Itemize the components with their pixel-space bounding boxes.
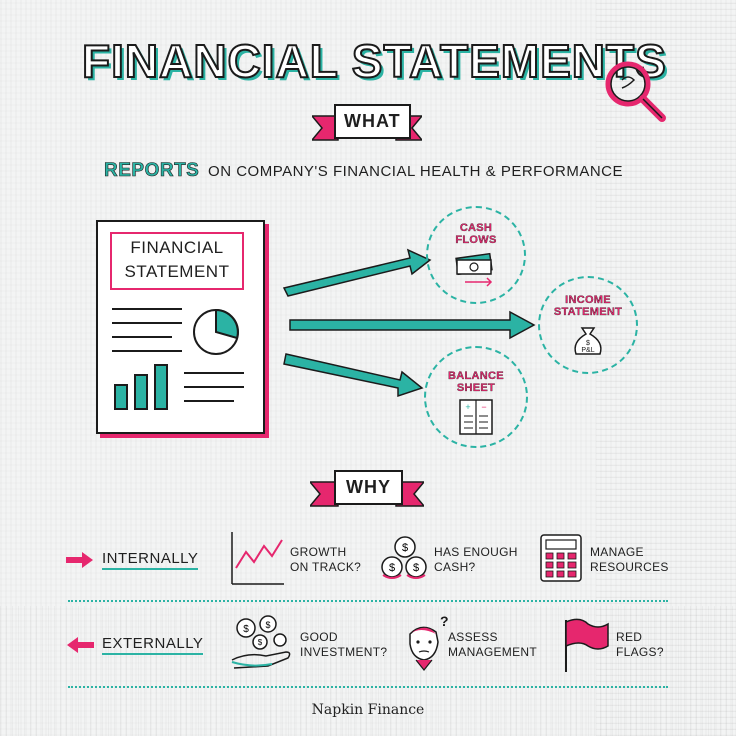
bar-chart-bar: [114, 384, 128, 410]
arrow-left-icon: [67, 637, 94, 653]
growth-line1: GROWTH: [290, 545, 347, 559]
what-ribbon: WHAT: [312, 104, 422, 148]
document-title-line2: STATEMENT: [124, 262, 230, 281]
red-flags-line2: FLAGS?: [616, 645, 664, 659]
hand-coins-icon: $ $ $: [231, 615, 291, 669]
what-label: WHAT: [334, 104, 411, 139]
arrow-to-balance-sheet: [283, 353, 424, 398]
svg-text:$: $: [586, 340, 590, 347]
manage-resources-label: MANAGE RESOURCES: [590, 545, 669, 575]
text-line: [184, 386, 244, 388]
svg-text:$: $: [265, 620, 270, 630]
growth-label: GROWTH ON TRACK?: [290, 545, 361, 575]
income-statement-label-2: STATEMENT: [553, 306, 623, 318]
assess-management-label: ASSESS MANAGEMENT: [448, 630, 537, 660]
text-line: [184, 400, 234, 402]
svg-text:?: ?: [440, 613, 449, 629]
document-title-box: FINANCIAL STATEMENT: [110, 232, 244, 290]
arrow-to-cash-flows: [282, 248, 432, 297]
coins-icon: $ $ $: [381, 536, 427, 579]
cash-flows-label-1: CASH: [459, 222, 493, 234]
good-investment-label: GOOD INVESTMENT?: [300, 630, 387, 660]
assess-line1: ASSESS: [448, 630, 498, 644]
svg-text:$: $: [389, 562, 395, 574]
bar-chart-bar: [134, 374, 148, 410]
page-title: FINANCIAL STATEMENTS: [81, 34, 667, 88]
ledger-icon: + −: [459, 399, 493, 435]
enough-cash-line2: CASH?: [434, 560, 476, 574]
enough-cash-line1: HAS ENOUGH: [434, 545, 518, 559]
money-bag-icon: $ P&L: [574, 327, 602, 355]
svg-text:P&L: P&L: [581, 347, 594, 354]
magnifier-icon: [605, 61, 666, 122]
investment-line2: INVESTMENT?: [300, 645, 388, 659]
why-ribbon: WHY: [310, 470, 424, 514]
svg-text:$: $: [258, 638, 263, 647]
red-flag-icon: [565, 618, 609, 672]
cash-flows-circle: CASH FLOWS: [426, 206, 526, 304]
assess-line2: MANAGEMENT: [448, 645, 538, 659]
calculator-icon: [540, 534, 582, 582]
document-title-line1: FINANCIAL: [130, 238, 224, 257]
svg-text:$: $: [243, 624, 249, 635]
text-line: [184, 372, 244, 374]
cash-flows-label-2: FLOWS: [455, 234, 497, 246]
balance-sheet-label-1: BALANCE: [448, 370, 504, 382]
text-line: [112, 336, 172, 338]
red-flags-label: RED FLAGS?: [616, 630, 664, 660]
napkin-edge-bottom: [0, 606, 736, 736]
svg-text:$: $: [413, 562, 419, 574]
text-line: [112, 308, 182, 310]
income-statement-circle: INCOME STATEMENT $ P&L: [538, 276, 638, 374]
reports-line: REPORTS ON COMPANY'S FINANCIAL HEALTH & …: [104, 160, 664, 182]
arrow-right-icon: [66, 552, 93, 568]
text-line: [112, 350, 182, 352]
manager-face-icon: ?: [409, 613, 449, 671]
divider-top: [68, 600, 668, 602]
red-flags-line1: RED: [616, 630, 643, 644]
income-statement-label-1: INCOME: [565, 294, 611, 306]
externally-label: EXTERNALLY: [102, 635, 204, 655]
arrow-to-income-statement: [289, 310, 536, 340]
investment-line1: GOOD: [300, 630, 338, 644]
balance-sheet-label-2: SHEET: [456, 382, 496, 394]
svg-text:+: +: [465, 402, 470, 412]
enough-cash-label: HAS ENOUGH CASH?: [434, 545, 518, 575]
growth-chart-icon: [231, 532, 284, 585]
text-line: [112, 322, 182, 324]
pie-chart-icon: [193, 308, 239, 355]
napkin-edge-right: [596, 0, 736, 736]
growth-line2: ON TRACK?: [290, 560, 362, 574]
internally-label: INTERNALLY: [102, 550, 199, 570]
manage-line2: RESOURCES: [590, 560, 669, 574]
svg-text:−: −: [481, 402, 486, 412]
cash-icon: [455, 252, 493, 287]
arrows: [282, 248, 536, 398]
brand-logo-text: Napkin Finance: [311, 702, 425, 718]
why-label: WHY: [334, 470, 403, 505]
divider-bottom: [68, 686, 668, 688]
manage-line1: MANAGE: [590, 545, 644, 559]
reports-text: ON COMPANY'S FINANCIAL HEALTH & PERFORMA…: [208, 163, 624, 180]
balance-sheet-circle: BALANCE SHEET + −: [424, 346, 528, 448]
reports-emphasis: REPORTS: [104, 160, 200, 182]
financial-statement-document: FINANCIAL STATEMENT: [96, 220, 265, 434]
bar-chart-bar: [154, 364, 168, 410]
svg-text:$: $: [402, 542, 408, 554]
